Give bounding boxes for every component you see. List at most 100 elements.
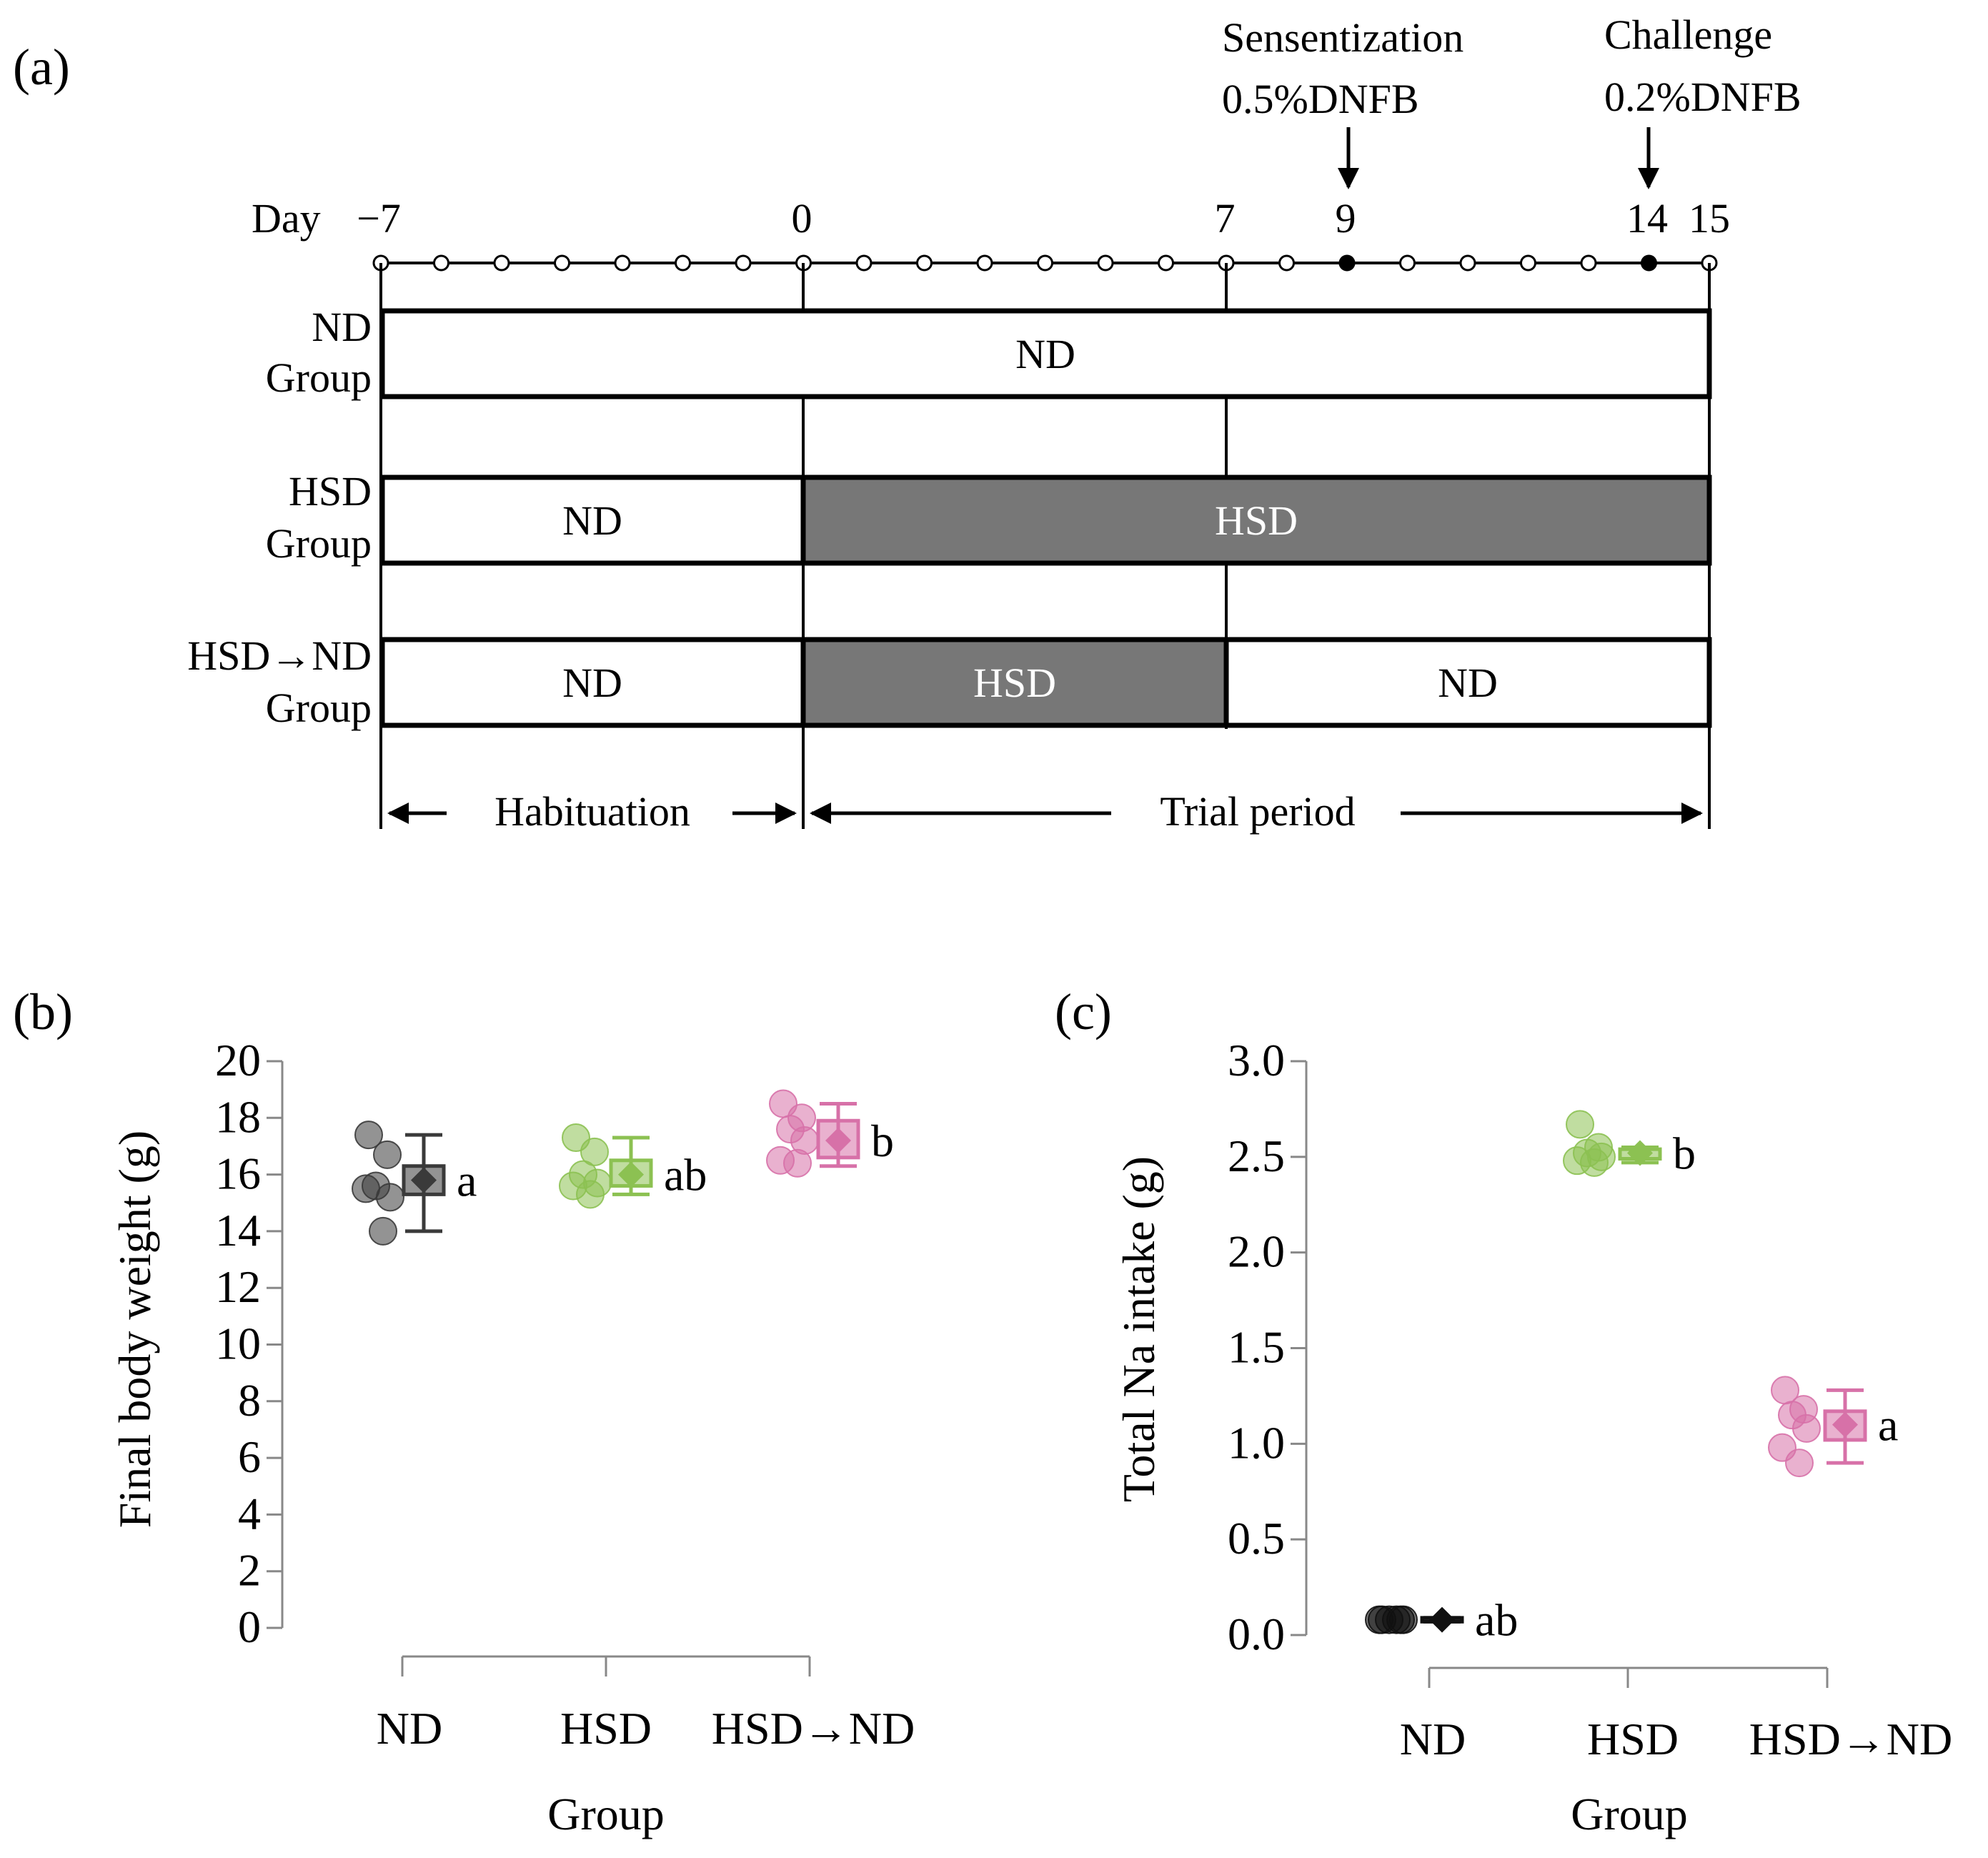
y-tick-label: 0: [238, 1601, 261, 1652]
hsdnd-row-nd1-bar: [379, 637, 806, 728]
timeline-day-dot: [916, 254, 933, 272]
timeline-day-dot: [554, 254, 570, 272]
timeline-day-dot: [855, 254, 873, 272]
day-tick-minus7: −7: [357, 195, 401, 242]
mean-marker: [1627, 1140, 1653, 1166]
hsdnd-row-nd2-label: ND: [1438, 660, 1498, 706]
data-point: [354, 1121, 383, 1150]
panel-c-ylabel: Total Na intake (g): [1113, 1156, 1164, 1502]
panel-c-marks: ab b a: [1365, 1110, 1898, 1646]
data-point: [1580, 1148, 1609, 1177]
group-label-hsd-2: Group: [266, 520, 372, 567]
y-tick-label: 1.5: [1228, 1322, 1285, 1373]
panel-c-label: (c): [1055, 983, 1112, 1040]
panel-b-xtick-hsdnd: HSD→ND: [712, 1703, 915, 1754]
panel-c-y-ticks: 0.0 0.5 1.0 1.5 2.0 2.5 3.0: [1228, 1035, 1829, 1688]
nd-row-bar: [379, 308, 1712, 399]
mean-marker: [1832, 1411, 1858, 1438]
panel-c-xlabel: Group: [1571, 1789, 1688, 1839]
mean-marker: [411, 1167, 437, 1193]
hsd-row-hsd-bar: [800, 475, 1712, 566]
panel-c-xtick-hsdnd: HSD→ND: [1749, 1714, 1952, 1764]
y-tick-label: 3.0: [1228, 1035, 1285, 1086]
data-point: [576, 1180, 605, 1209]
mean-marker: [825, 1128, 851, 1154]
hsdnd-row-hsd-label: HSD: [973, 660, 1056, 706]
panel-a: (a) Sensentization 0.5%DNFB Challenge 0.…: [13, 11, 1801, 835]
sensitization-label-1: Sensentization: [1222, 14, 1463, 61]
panel-b-xlabel: Group: [547, 1789, 665, 1839]
hsdnd-row-nd1-label: ND: [562, 660, 622, 706]
y-tick-label: 14: [215, 1205, 261, 1256]
group-label-nd-1: ND: [312, 304, 372, 350]
y-tick-label: 8: [238, 1375, 261, 1426]
group-label-hsd-1: HSD: [289, 468, 372, 515]
challenge-label-2: 0.2%DNFB: [1604, 74, 1801, 120]
group-label-hsdnd-2: Group: [266, 685, 372, 731]
data-point: [580, 1137, 609, 1166]
y-tick-label: 1.0: [1228, 1417, 1285, 1468]
nd-row-bar-label: ND: [1015, 331, 1075, 377]
data-point: [373, 1140, 402, 1169]
timeline-day-dot: [1641, 254, 1657, 272]
day-label: Day: [252, 195, 321, 242]
timeline-day-dot: [1520, 254, 1536, 272]
data-point: [1382, 1605, 1411, 1634]
y-tick-label: 0.5: [1228, 1513, 1285, 1564]
timeline-day-dot: [614, 254, 631, 272]
panel-a-label: (a): [13, 39, 70, 96]
group-label-nd-2: Group: [266, 354, 372, 401]
hsdnd-row-nd2-bar: [1223, 637, 1712, 728]
timeline-day-dot: [1459, 254, 1476, 272]
panel-b-label: (b): [13, 983, 73, 1040]
timeline-day-dot: [1399, 254, 1416, 272]
data-point: [783, 1148, 812, 1178]
data-point: [1792, 1414, 1821, 1443]
y-tick-label: 12: [215, 1261, 261, 1312]
data-point: [376, 1183, 404, 1212]
y-tick-label: 6: [238, 1431, 261, 1482]
day-tick-7: 7: [1215, 195, 1236, 242]
y-tick-label: 4: [238, 1488, 261, 1539]
mean-marker: [1429, 1606, 1455, 1633]
day-tick-14: 14: [1626, 195, 1668, 242]
day-tick-0: 0: [792, 195, 812, 242]
day-tick-15: 15: [1689, 195, 1730, 242]
data-point: [1566, 1110, 1594, 1139]
panel-b-xtick-hsd: HSD: [560, 1703, 652, 1754]
sensitization-label-2: 0.5%DNFB: [1222, 76, 1419, 122]
panel-b-marks: a ab b: [352, 1089, 894, 1246]
y-tick-label: 2: [238, 1545, 261, 1596]
hsd-row-nd-label: ND: [562, 497, 622, 544]
habituation-label: Habituation: [494, 788, 690, 835]
significance-letter: b: [1673, 1128, 1696, 1178]
panel-b-ylabel: Final body weight (g): [109, 1131, 160, 1528]
significance-letter: ab: [664, 1150, 707, 1201]
timeline-day-dot: [433, 254, 449, 272]
timeline-day-dot: [1037, 254, 1053, 272]
timeline-day-dot: [976, 254, 993, 272]
y-tick-label: 2.5: [1228, 1131, 1285, 1181]
data-point: [1785, 1449, 1814, 1478]
mean-marker: [618, 1161, 644, 1188]
timeline-day-dot: [1580, 254, 1597, 272]
trial-period-label: Trial period: [1160, 788, 1355, 835]
timeline-day-dot: [1278, 254, 1295, 272]
timeline-day-dot: [1158, 254, 1174, 272]
panel-c: (c) Total Na intake (g) 0.0 0.5 1.0 1.5 2.0 2…: [1055, 983, 1952, 1839]
hsdnd-row-hsd-bar: [800, 637, 1229, 728]
significance-letter: a: [1878, 1400, 1898, 1451]
significance-letter: a: [457, 1156, 477, 1206]
y-tick-label: 20: [215, 1035, 261, 1086]
data-point: [352, 1174, 380, 1203]
timeline-day-dot: [1338, 254, 1356, 272]
timeline-day-dot: [675, 254, 691, 272]
timeline-dots: [372, 254, 1718, 272]
y-tick-label: 0.0: [1228, 1609, 1285, 1659]
y-tick-label: 18: [215, 1091, 261, 1142]
y-tick-label: 10: [215, 1318, 261, 1369]
panel-c-xtick-hsd: HSD: [1587, 1714, 1679, 1764]
